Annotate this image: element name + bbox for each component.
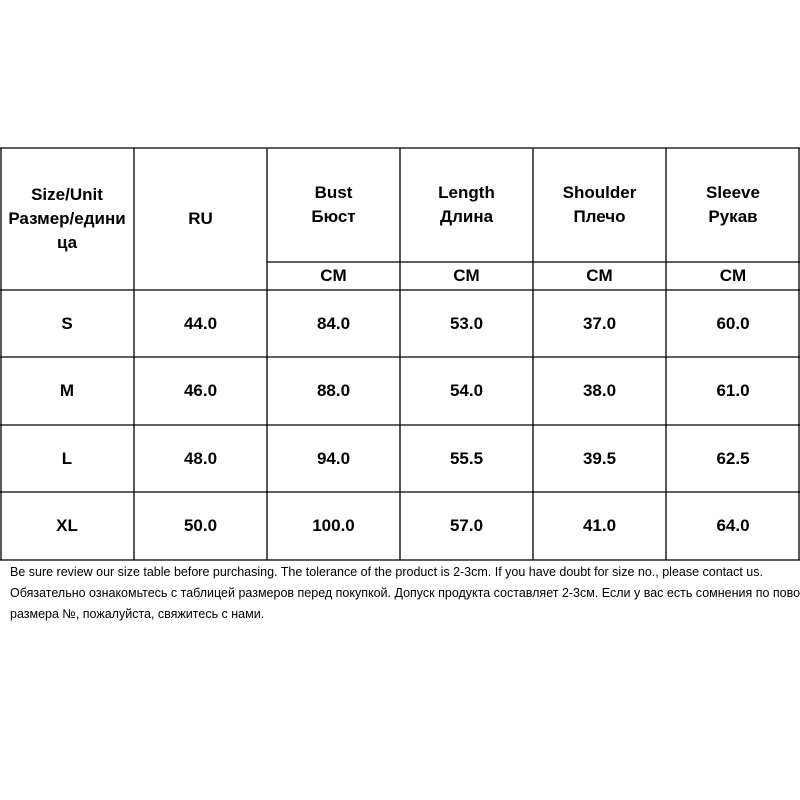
header-cell: Sleeve Рукав — [666, 148, 800, 262]
data-cell: 46.0 — [134, 357, 267, 425]
header-text: Size/Unit — [31, 185, 103, 204]
header-text: RU — [188, 209, 213, 228]
cell-text: 64.0 — [716, 516, 750, 535]
unit-text: CM — [453, 266, 480, 285]
data-cell: 57.0 — [400, 492, 533, 560]
data-cell: L — [0, 425, 134, 492]
data-cell: 55.5 — [400, 425, 533, 492]
cell-text: M — [59, 381, 75, 400]
header-cell: Length Длина — [400, 148, 533, 262]
data-cell: 41.0 — [533, 492, 666, 560]
cell-text: 62.5 — [716, 448, 750, 468]
note-line: размера №, пожалуйста, свяжитесь с нами. — [10, 607, 265, 621]
header-text: Бюст — [311, 207, 356, 226]
cell-text: 57.0 — [449, 516, 484, 535]
cell-text: 53.0 — [449, 313, 484, 333]
unit-cell: CM — [533, 262, 666, 290]
data-cell: 64.0 — [666, 492, 800, 560]
unit-text: CM — [719, 266, 747, 285]
cell-text: 88.0 — [316, 381, 351, 400]
note-line: Be sure review our size table before pur… — [10, 565, 763, 579]
cell-text: S — [61, 313, 73, 333]
data-cell: S — [0, 290, 134, 357]
header-cell: Shoulder Плечо — [533, 148, 666, 262]
data-cell: 44.0 — [134, 290, 267, 357]
header-cell: Size/Unit Размер/едини ца — [0, 148, 134, 290]
cell-text: 55.5 — [449, 448, 484, 468]
cell-text: 84.0 — [316, 313, 351, 333]
data-cell: 39.5 — [533, 425, 666, 492]
header-text: Sleeve — [706, 183, 760, 202]
cell-text: 61.0 — [716, 381, 750, 400]
data-cell: 88.0 — [267, 357, 400, 425]
cell-text: 44.0 — [183, 313, 218, 333]
header-text: Длина — [439, 207, 494, 226]
header-text: Рукав — [708, 207, 758, 226]
cell-text: 50.0 — [183, 516, 218, 535]
header-text: Плечо — [573, 207, 626, 226]
data-cell: 37.0 — [533, 290, 666, 357]
unit-text: CM — [320, 266, 347, 285]
cell-text: 37.0 — [582, 313, 617, 333]
cell-text: 48.0 — [183, 448, 218, 468]
header-text: Bust — [314, 183, 353, 202]
data-cell: 61.0 — [666, 357, 800, 425]
cell-text: 60.0 — [716, 313, 750, 333]
unit-text: CM — [586, 266, 613, 285]
header-text: Shoulder — [562, 183, 637, 202]
cell-text: 94.0 — [316, 448, 351, 468]
data-cell: 53.0 — [400, 290, 533, 357]
note-line: Обязательно ознакомьтесь с таблицей разм… — [10, 586, 800, 600]
data-cell: 84.0 — [267, 290, 400, 357]
data-cell: 38.0 — [533, 357, 666, 425]
header-text: Размер/едини — [8, 209, 126, 228]
unit-cell: CM — [400, 262, 533, 290]
header-text: ца — [56, 233, 78, 252]
data-cell: 100.0 — [267, 492, 400, 560]
data-cell: M — [0, 357, 134, 425]
cell-text: 41.0 — [582, 516, 617, 535]
header-text: Length — [438, 183, 495, 202]
data-cell: 62.5 — [666, 425, 800, 492]
data-cell: XL — [0, 492, 134, 560]
cell-text: XL — [56, 516, 78, 535]
header-cell: Bust Бюст — [267, 148, 400, 262]
data-cell: 94.0 — [267, 425, 400, 492]
data-cell: 54.0 — [400, 357, 533, 425]
cell-text: 46.0 — [183, 381, 218, 400]
unit-cell: CM — [267, 262, 400, 290]
cell-text: 54.0 — [449, 381, 484, 400]
cell-text: L — [61, 448, 73, 468]
header-cell: RU — [134, 148, 267, 290]
unit-cell: CM — [666, 262, 800, 290]
data-cell: 48.0 — [134, 425, 267, 492]
data-cell: 50.0 — [134, 492, 267, 560]
data-cell: 60.0 — [666, 290, 800, 357]
cell-text: 38.0 — [582, 381, 617, 400]
cell-text: 39.5 — [582, 448, 617, 468]
cell-text: 100.0 — [312, 516, 355, 535]
